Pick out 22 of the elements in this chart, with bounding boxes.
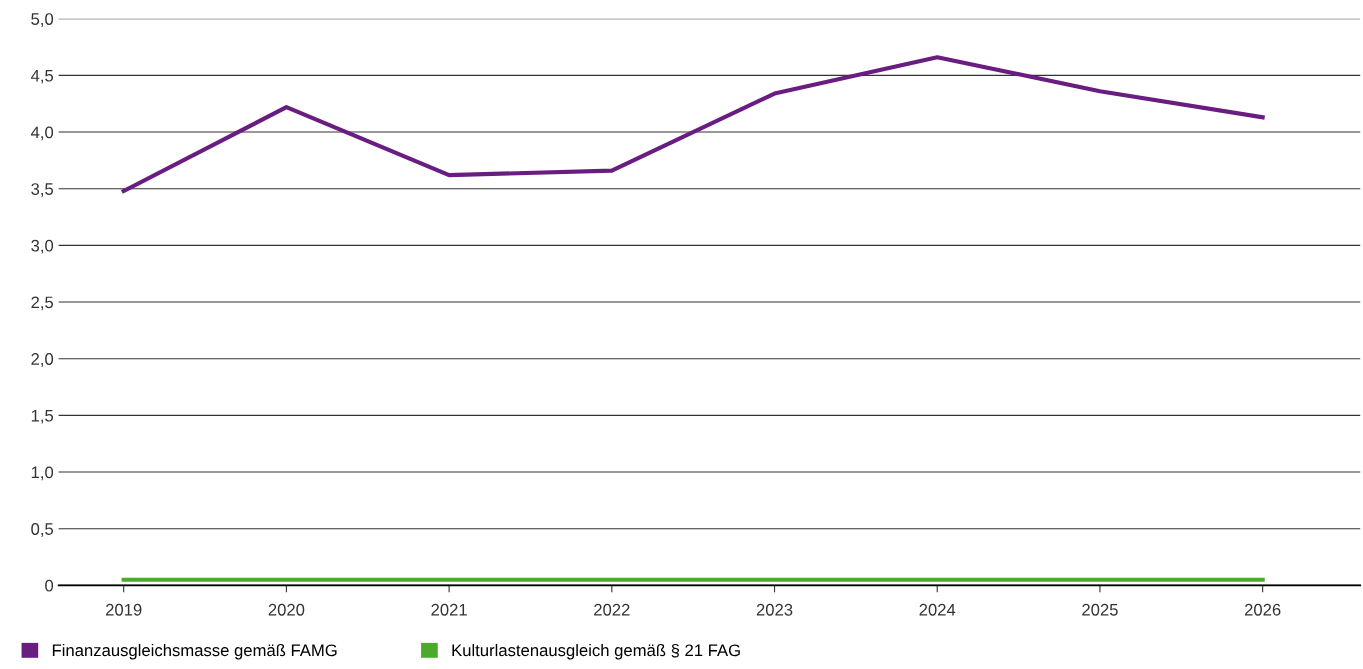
y-tick-label: 1,5 [31, 409, 54, 424]
x-tick-label: 2025 [1082, 603, 1118, 616]
x-tick-label: 2020 [268, 603, 305, 616]
legend-label: Kulturlastenausgleich gemäß § 21 FAG [452, 643, 740, 660]
x-tick-label: 2023 [756, 603, 793, 616]
x-tick-label: 2021 [431, 603, 467, 616]
x-tick-label: 2022 [594, 603, 630, 616]
y-tick-label: 1,0 [31, 466, 54, 481]
y-tick-label: 4,0 [30, 126, 54, 141]
x-tick-label: 2024 [919, 603, 956, 616]
y-tick-label: 0,5 [31, 523, 54, 537]
y-tick-label: 0 [45, 579, 54, 592]
legend-label: Finanzausgleichsmasse gemäß FAMG [52, 643, 337, 660]
y-tick-label: 3,0 [31, 239, 54, 254]
line-series [121, 55, 1265, 194]
x-tick-label: 2026 [1244, 603, 1281, 616]
y-tick-label: 2,5 [31, 296, 54, 311]
y-tick-label: 3,5 [31, 183, 54, 197]
y-tick-label: 4,5 [30, 69, 54, 84]
y-tick-label: 2,0 [31, 353, 54, 367]
x-tick-label: 2019 [105, 603, 142, 616]
y-tick-label: 5,0 [31, 13, 54, 27]
